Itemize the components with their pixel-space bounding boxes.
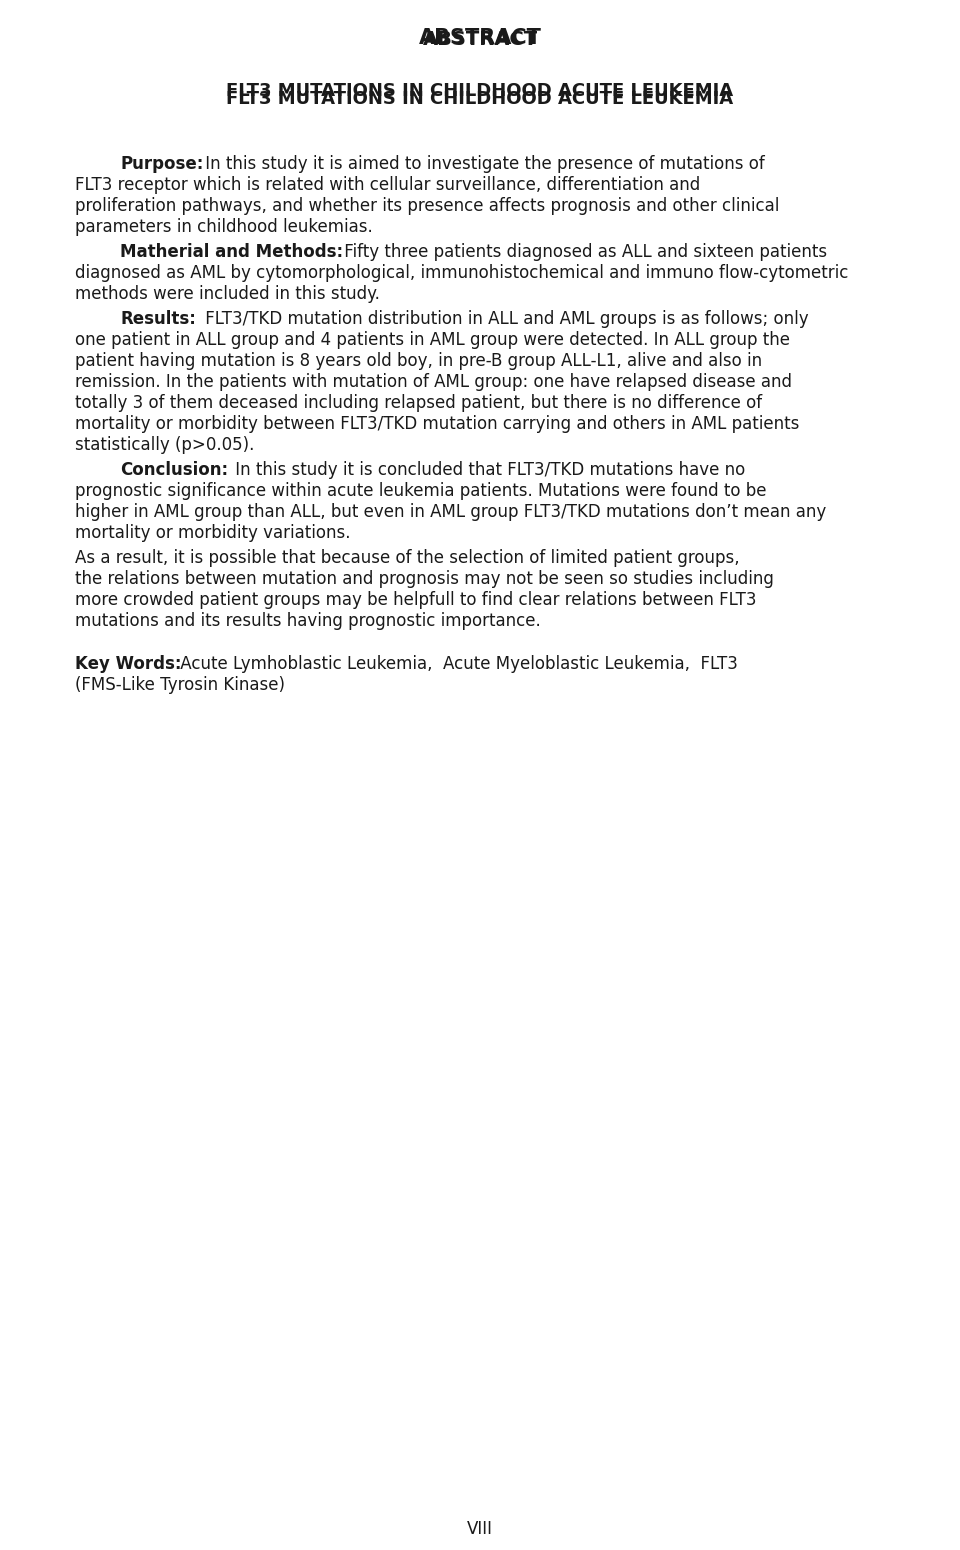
Text: Results:: Results: <box>120 310 196 329</box>
Text: parameters in childhood leukemias.: parameters in childhood leukemias. <box>75 219 372 236</box>
Text: diagnosed as AML by cytomorphological, immunohistochemical and immuno flow-cytom: diagnosed as AML by cytomorphological, i… <box>75 264 849 282</box>
Text: FLT3 MUTATIONS IN CHILDHOOD ACUTE LEUKEMIA: FLT3 MUTATIONS IN CHILDHOOD ACUTE LEUKEM… <box>227 82 733 101</box>
Text: (FMS-Like Tyrosin Kinase): (FMS-Like Tyrosin Kinase) <box>75 676 285 694</box>
Text: Fifty three patients diagnosed as ALL and sixteen patients: Fifty three patients diagnosed as ALL an… <box>340 243 828 260</box>
Text: methods were included in this study.: methods were included in this study. <box>75 285 380 302</box>
Text: mortality or morbidity variations.: mortality or morbidity variations. <box>75 524 350 542</box>
Text: totally 3 of them deceased including relapsed patient, but there is no differenc: totally 3 of them deceased including rel… <box>75 394 762 412</box>
Text: FLT3/TKD mutation distribution in ALL and AML groups is as follows; only: FLT3/TKD mutation distribution in ALL an… <box>200 310 808 329</box>
Text: In this study it is aimed to investigate the presence of mutations of: In this study it is aimed to investigate… <box>200 155 764 174</box>
Text: ABSTRACT: ABSTRACT <box>422 29 538 50</box>
Text: proliferation pathways, and whether its presence affects prognosis and other cli: proliferation pathways, and whether its … <box>75 197 780 215</box>
Text: the relations between mutation and prognosis may not be seen so studies includin: the relations between mutation and progn… <box>75 570 774 587</box>
Text: remission. In the patients with mutation of AML group: one have relapsed disease: remission. In the patients with mutation… <box>75 374 792 391</box>
Text: prognostic significance within acute leukemia patients. Mutations were found to : prognostic significance within acute leu… <box>75 482 766 501</box>
Text: Conclusion:: Conclusion: <box>120 460 228 479</box>
Text: higher in AML group than ALL, but even in AML group FLT3/TKD mutations don’t mea: higher in AML group than ALL, but even i… <box>75 504 827 521</box>
Text: mortality or morbidity between FLT3/TKD mutation carrying and others in AML pati: mortality or morbidity between FLT3/TKD … <box>75 415 800 432</box>
Text: Matherial and Methods:: Matherial and Methods: <box>120 243 343 260</box>
Text: Purpose:: Purpose: <box>120 155 204 174</box>
Text: ABSTRACT: ABSTRACT <box>419 28 541 48</box>
Text: In this study it is concluded that FLT3/TKD mutations have no: In this study it is concluded that FLT3/… <box>229 460 745 479</box>
Text: FLT3 MUTATIONS IN CHILDHOOD ACUTE LEUKEMIA: FLT3 MUTATIONS IN CHILDHOOD ACUTE LEUKEM… <box>227 90 733 109</box>
Text: mutations and its results having prognostic importance.: mutations and its results having prognos… <box>75 612 540 629</box>
Text: Key Words:: Key Words: <box>75 656 181 673</box>
Text: one patient in ALL group and 4 patients in AML group were detected. In ALL group: one patient in ALL group and 4 patients … <box>75 332 790 349</box>
Text: FLT3 receptor which is related with cellular surveillance, differentiation and: FLT3 receptor which is related with cell… <box>75 177 700 194</box>
Text: more crowded patient groups may be helpfull to find clear relations between FLT3: more crowded patient groups may be helpf… <box>75 591 756 609</box>
Text: patient having mutation is 8 years old boy, in pre-B group ALL-L1, alive and als: patient having mutation is 8 years old b… <box>75 352 762 370</box>
Text: statistically (p>0.05).: statistically (p>0.05). <box>75 436 254 454</box>
Text: Acute Lymhoblastic Leukemia,  Acute Myeloblastic Leukemia,  FLT3: Acute Lymhoblastic Leukemia, Acute Myelo… <box>175 656 737 673</box>
Text: As a result, it is possible that because of the selection of limited patient gro: As a result, it is possible that because… <box>75 549 739 567</box>
Text: VIII: VIII <box>467 1521 493 1538</box>
